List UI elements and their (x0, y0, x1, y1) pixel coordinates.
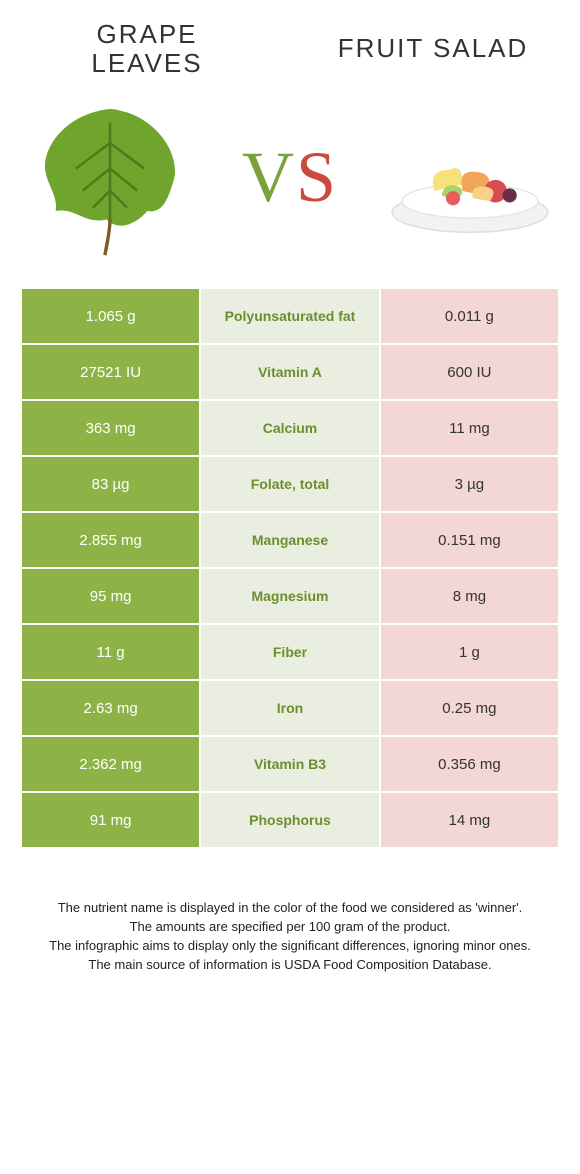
nutrient-table: 1.065 gPolyunsaturated fat0.011 g27521 I… (20, 287, 560, 849)
table-row: 363 mgCalcium11 mg (21, 400, 559, 456)
right-value: 0.011 g (380, 288, 559, 344)
vs-label: VS (242, 136, 338, 219)
right-title: FRUIT SALAD (316, 34, 550, 63)
vs-v: V (242, 137, 296, 217)
left-value: 2.63 mg (21, 680, 200, 736)
left-value: 27521 IU (21, 344, 200, 400)
table-row: 2.63 mgIron0.25 mg (21, 680, 559, 736)
left-value: 91 mg (21, 792, 200, 848)
footer-line-1: The nutrient name is displayed in the co… (30, 899, 550, 918)
nutrient-label: Phosphorus (200, 792, 380, 848)
nutrient-label: Vitamin A (200, 344, 380, 400)
fruit-salad-icon (380, 87, 560, 267)
table-row: 83 µgFolate, total3 µg (21, 456, 559, 512)
left-value: 95 mg (21, 568, 200, 624)
nutrient-label: Vitamin B3 (200, 736, 380, 792)
table-row: 91 mgPhosphorus14 mg (21, 792, 559, 848)
nutrient-label: Fiber (200, 624, 380, 680)
footer-line-2: The amounts are specified per 100 gram o… (30, 918, 550, 937)
right-value: 0.25 mg (380, 680, 559, 736)
nutrient-label: Polyunsaturated fat (200, 288, 380, 344)
table-row: 95 mgMagnesium8 mg (21, 568, 559, 624)
table-row: 2.855 mgManganese0.151 mg (21, 512, 559, 568)
right-value: 0.356 mg (380, 736, 559, 792)
table-row: 11 gFiber1 g (21, 624, 559, 680)
left-value: 363 mg (21, 400, 200, 456)
left-value: 83 µg (21, 456, 200, 512)
header: GRAPE LEAVES FRUIT SALAD (0, 0, 580, 87)
left-title: GRAPE LEAVES (30, 20, 264, 77)
right-value: 14 mg (380, 792, 559, 848)
table-row: 27521 IUVitamin A600 IU (21, 344, 559, 400)
right-value: 600 IU (380, 344, 559, 400)
footer: The nutrient name is displayed in the co… (0, 849, 580, 974)
right-value: 8 mg (380, 568, 559, 624)
footer-line-3: The infographic aims to display only the… (30, 937, 550, 956)
nutrient-label: Calcium (200, 400, 380, 456)
left-value: 1.065 g (21, 288, 200, 344)
right-value: 0.151 mg (380, 512, 559, 568)
left-value: 11 g (21, 624, 200, 680)
right-value: 3 µg (380, 456, 559, 512)
nutrient-label: Magnesium (200, 568, 380, 624)
nutrient-label: Iron (200, 680, 380, 736)
footer-line-4: The main source of information is USDA F… (30, 956, 550, 975)
table-row: 1.065 gPolyunsaturated fat0.011 g (21, 288, 559, 344)
grape-leaf-icon (20, 87, 200, 267)
right-value: 1 g (380, 624, 559, 680)
vs-s: S (296, 137, 338, 217)
left-value: 2.362 mg (21, 736, 200, 792)
left-value: 2.855 mg (21, 512, 200, 568)
table-row: 2.362 mgVitamin B30.356 mg (21, 736, 559, 792)
images-row: VS (0, 87, 580, 287)
nutrient-label: Folate, total (200, 456, 380, 512)
nutrient-label: Manganese (200, 512, 380, 568)
right-value: 11 mg (380, 400, 559, 456)
